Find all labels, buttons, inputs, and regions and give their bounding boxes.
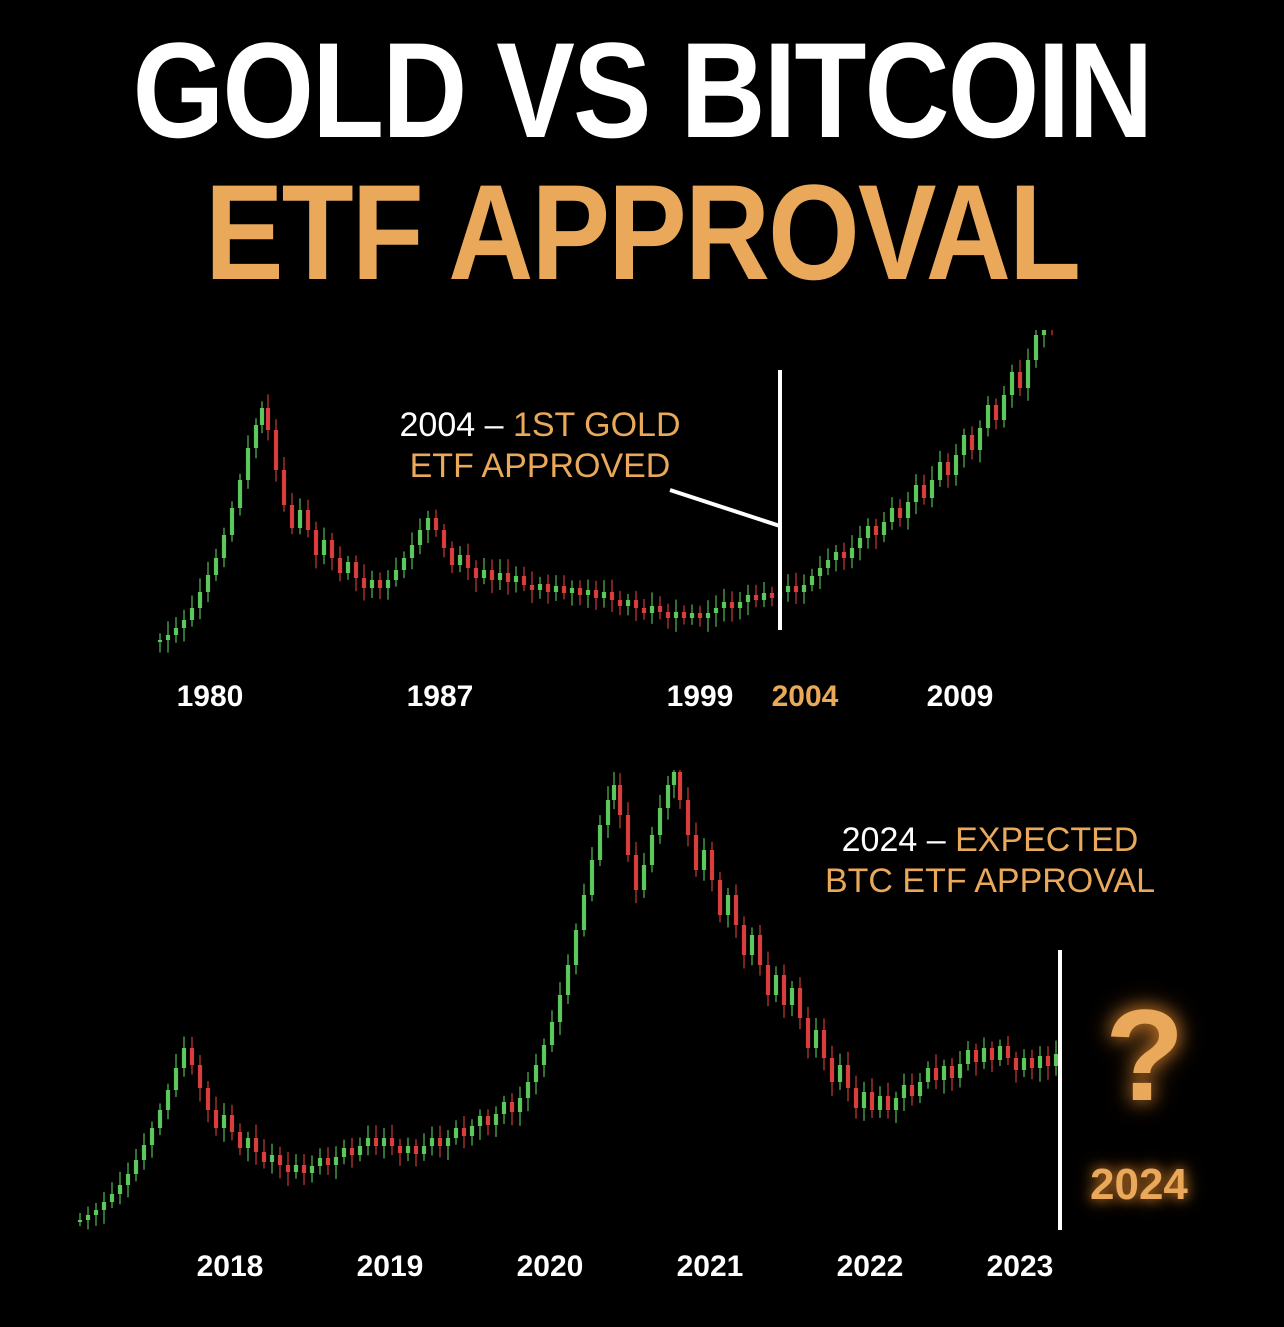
gold-chart-svg <box>0 330 1284 730</box>
btc-chart: 2024 – EXPECTED BTC ETF APPROVAL ? 2024 … <box>0 770 1284 1280</box>
x-axis-label: 2023 <box>987 1250 1054 1284</box>
btc-glow-year: 2024 <box>1090 1160 1188 1210</box>
btc-annot-text2: BTC ETF APPROVAL <box>825 862 1155 900</box>
gold-annotation: 2004 – 1ST GOLD ETF APPROVED <box>330 405 750 487</box>
gold-annot-dash: – <box>475 406 513 444</box>
btc-annot-dash: – <box>917 821 955 859</box>
x-axis-label: 2020 <box>517 1250 584 1284</box>
gold-annot-text1: 1ST GOLD <box>513 406 681 444</box>
x-axis-label: 1987 <box>407 680 474 714</box>
btc-annot-year: 2024 <box>842 821 918 859</box>
x-axis-label: 2018 <box>197 1250 264 1284</box>
gold-chart: 2004 – 1ST GOLD ETF APPROVED 1980 1987 199… <box>0 330 1284 730</box>
x-axis-label: 1980 <box>177 680 244 714</box>
x-axis-label: 2009 <box>927 680 994 714</box>
title-block: GOLD VS BITCOIN ETF APPROVAL <box>0 35 1284 289</box>
btc-annotation: 2024 – EXPECTED BTC ETF APPROVAL <box>770 820 1210 902</box>
x-axis-label: 2019 <box>357 1250 424 1284</box>
gold-annot-year: 2004 <box>400 406 476 444</box>
x-axis-label: 2004 <box>772 680 839 714</box>
gold-annot-text2: ETF APPROVED <box>410 447 671 485</box>
x-axis-label: 2021 <box>677 1250 744 1284</box>
x-axis-label: 2022 <box>837 1250 904 1284</box>
question-mark-icon: ? <box>1105 980 1184 1130</box>
infographic-root: GOLD VS BITCOIN ETF APPROVAL 2004 – 1ST … <box>0 0 1284 1327</box>
x-axis-label: 1999 <box>667 680 734 714</box>
title-line-2: ETF APPROVAL <box>0 169 1284 298</box>
title-line-1: GOLD VS BITCOIN <box>0 27 1284 156</box>
btc-annot-text1: EXPECTED <box>955 821 1138 859</box>
